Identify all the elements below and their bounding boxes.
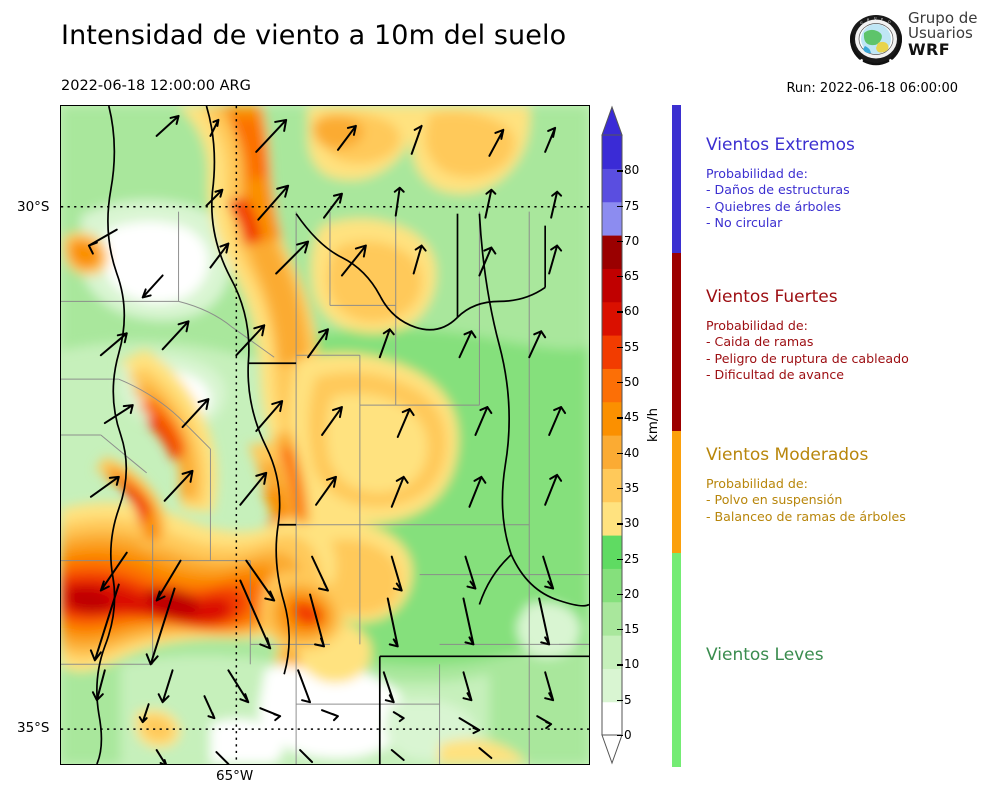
colorbar-ticks: 0 5 10 15 20 25 30 35 40 45 50 55 60 65 70 75 80 <box>616 105 664 765</box>
colorbar-band <box>602 135 622 169</box>
colorbar-unit-label: km/h <box>645 408 661 443</box>
legend-section-item: - Daños de estructuras <box>706 182 850 198</box>
colorbar-tick-label: 75 <box>616 198 640 213</box>
lat-label-30s: 30°S <box>17 199 50 215</box>
colorbar-tick-label: 10 <box>616 657 640 672</box>
colorbar-band <box>602 468 622 503</box>
colorbar-band <box>602 401 622 436</box>
legend-section-intro: Probabilidad de: <box>706 166 808 181</box>
colorbar-band <box>602 668 622 703</box>
colorbar-tick-label: 65 <box>616 269 640 284</box>
legend-section-title: Vientos Leves <box>706 645 824 665</box>
legend-section-title: Vientos Fuertes <box>706 287 838 307</box>
colorbar-tick-label: 25 <box>616 551 640 566</box>
wind-arrows <box>87 114 567 764</box>
colorbar-band <box>602 168 622 203</box>
colorbar-tick-label: 0 <box>617 728 632 742</box>
colorbar-band <box>602 368 622 403</box>
legend-section: Vientos Leves <box>706 645 1000 676</box>
legend-section-item: - No circular <box>706 215 783 231</box>
logo-line-2: Usuarios <box>908 24 973 43</box>
legend-section-title: Vientos Moderados <box>706 445 869 465</box>
legend-color-bar <box>672 105 681 253</box>
colorbar-band <box>602 201 622 236</box>
colorbar-band <box>602 335 622 369</box>
colorbar-band <box>602 435 622 469</box>
colorbar-band <box>602 501 622 536</box>
colorbar-tick-label: 50 <box>616 375 640 390</box>
colorbar-band <box>602 535 622 569</box>
colorbar-tick-label: 15 <box>616 622 640 637</box>
svg-text:R: R <box>867 18 870 22</box>
valid-time-label: 2022-06-18 12:00:00 ARG <box>61 78 251 94</box>
colorbar-tick-label: 45 <box>616 410 640 425</box>
colorbar-gradient <box>601 105 623 765</box>
legend-section-item: - Quiebres de árboles <box>706 198 842 214</box>
legend-section-item: - Dificultad de avance <box>706 367 845 383</box>
legend-color-bar <box>672 553 681 767</box>
logo-line-1: Grupo de <box>908 9 978 27</box>
legend-section-intro: Probabilidad de: <box>706 318 808 333</box>
colorbar-tick-label: 30 <box>616 516 640 531</box>
colorbar-tick-label: 70 <box>616 233 640 248</box>
wind-field-plot <box>61 106 589 764</box>
legend-section: Vientos Moderados Probabilidad de: - Polvo… <box>706 445 1000 525</box>
svg-text:O: O <box>888 20 891 24</box>
colorbar[interactable]: 0 5 10 15 20 25 30 35 40 45 50 55 60 65 70 75 80 <box>598 105 639 765</box>
legend-section-item: - Balanceo de ramas de árboles <box>706 508 906 524</box>
colorbar-band <box>602 268 622 303</box>
colorbar-band <box>602 701 622 736</box>
lat-label-35s: 35°S <box>17 720 50 736</box>
legend-section: Vientos Fuertes Probabilidad de: - Caida d… <box>706 287 1000 383</box>
colorbar-band <box>602 601 622 636</box>
colorbar-tick-label: 55 <box>616 339 640 354</box>
legend-section: Vientos Extremos Probabilidad de: - Daños … <box>706 135 1000 231</box>
country-boundary <box>96 106 589 764</box>
colorbar-tick-label: 5 <box>617 692 632 707</box>
lon-label-65w: 65°W <box>216 768 254 784</box>
colorbar-tick-label: 80 <box>616 163 640 178</box>
run-time-label: Run: 2022-06-18 06:00:00 <box>786 81 958 96</box>
province-borders <box>61 211 589 764</box>
svg-text:G: G <box>860 21 863 25</box>
svg-text:P: P <box>881 17 883 21</box>
logo-line-3: WRF <box>908 39 951 59</box>
svg-text:U: U <box>874 17 877 21</box>
legend-color-bar <box>672 431 681 553</box>
legend-section-intro: Probabilidad de: <box>706 476 808 491</box>
colorbar-band <box>602 568 622 603</box>
wind-speed-map[interactable] <box>60 105 590 765</box>
page-title: Intensidad de viento a 10m del suelo <box>61 20 567 51</box>
legend-section-item: - Polvo en suspensión <box>706 492 843 508</box>
legend-color-bar <box>672 253 681 431</box>
legend-section-title: Vientos Extremos <box>706 135 855 155</box>
legend-section-item: - Caida de ramas <box>706 334 814 350</box>
colorbar-tick-label: 20 <box>616 586 640 601</box>
logo-text: Grupo de Usuarios WRF <box>908 9 978 59</box>
colorbar-tick-label: 35 <box>616 480 640 495</box>
legend-section-item: - Peligro de ruptura de cableado <box>706 350 909 366</box>
graticule <box>61 106 589 764</box>
colorbar-band <box>602 635 622 669</box>
colorbar-tick-label: 40 <box>616 445 640 460</box>
colorbar-band <box>602 235 622 269</box>
severity-legend: Vientos Extremos Probabilidad de: - Daños … <box>672 105 1000 767</box>
colorbar-tick-label: 60 <box>616 304 640 319</box>
colorbar-band <box>602 301 622 336</box>
